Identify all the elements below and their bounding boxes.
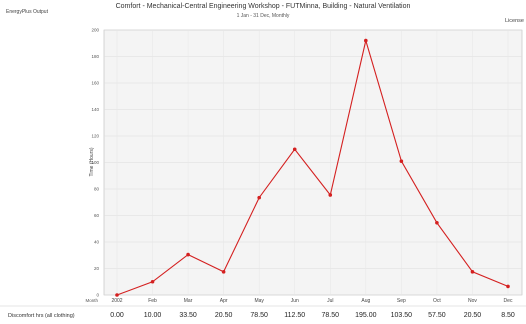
- table-cell: 0.00: [110, 312, 124, 319]
- x-tick-label: Nov: [468, 298, 477, 304]
- table-cell: 112.50: [284, 312, 305, 319]
- data-point: [115, 293, 119, 297]
- table-cell: 57.50: [428, 312, 446, 319]
- x-tick-label: Feb: [148, 298, 157, 304]
- table-cell: 8.50: [501, 312, 515, 319]
- chart-subtitle: 1 Jan - 31 Dec, Monthly: [236, 13, 290, 19]
- table-cell: 20.50: [464, 312, 482, 319]
- y-tick-label: 140: [91, 107, 99, 112]
- x-tick-label: Jun: [291, 298, 299, 304]
- data-point: [328, 193, 333, 197]
- y-tick-label: 180: [91, 54, 99, 59]
- y-tick-label: 120: [91, 134, 99, 139]
- table-cell: 10.00: [144, 312, 162, 319]
- y-tick-label: 200: [91, 28, 99, 33]
- y-tick-label: 100: [91, 160, 99, 165]
- y-tick-label: 80: [94, 187, 100, 192]
- y-tick-label: 160: [91, 81, 99, 86]
- y-tick-label: 0: [96, 293, 99, 298]
- x-tick-label: Mar: [184, 298, 193, 304]
- table-row-label: Discomfort hrs (all clothing): [8, 313, 75, 319]
- data-point: [257, 195, 261, 200]
- data-point: [150, 279, 155, 284]
- y-tick-label: 40: [94, 240, 100, 245]
- data-point: [399, 159, 404, 163]
- data-point: [470, 270, 475, 274]
- y-tick-label: 60: [94, 213, 100, 218]
- chart-title: Comfort - Mechanical-Central Engineering…: [115, 3, 411, 10]
- data-point: [435, 220, 439, 225]
- table-cell: 103.50: [391, 312, 413, 319]
- table-cell: 20.50: [215, 312, 233, 319]
- y-tick-label: 20: [94, 266, 100, 271]
- x-tick-label: Oct: [433, 298, 441, 304]
- x-axis-month-label: Month: [85, 298, 98, 303]
- x-tick-label: Sep: [397, 298, 406, 304]
- data-point: [364, 38, 368, 43]
- x-tick-label: Dec: [504, 298, 513, 304]
- x-tick-label: 2002: [111, 298, 122, 304]
- x-tick-label: Jul: [327, 298, 333, 304]
- x-tick-label: Aug: [361, 298, 370, 304]
- data-point: [292, 147, 297, 152]
- x-tick-label: Apr: [220, 298, 228, 304]
- data-point: [221, 270, 226, 274]
- app-label: EnergyPlus Output: [6, 9, 48, 15]
- table-cell: 78.50: [322, 312, 340, 319]
- data-point: [506, 284, 510, 289]
- x-tick-label: May: [254, 298, 264, 304]
- data-point: [186, 252, 190, 257]
- table-cell: 195.00: [355, 312, 377, 319]
- y-axis-label: Time (Hours): [89, 147, 95, 176]
- table-cell: 33.50: [179, 312, 197, 319]
- series-line: [116, 38, 509, 296]
- table-cell: 78.50: [250, 312, 268, 319]
- license-label: License: [505, 18, 524, 24]
